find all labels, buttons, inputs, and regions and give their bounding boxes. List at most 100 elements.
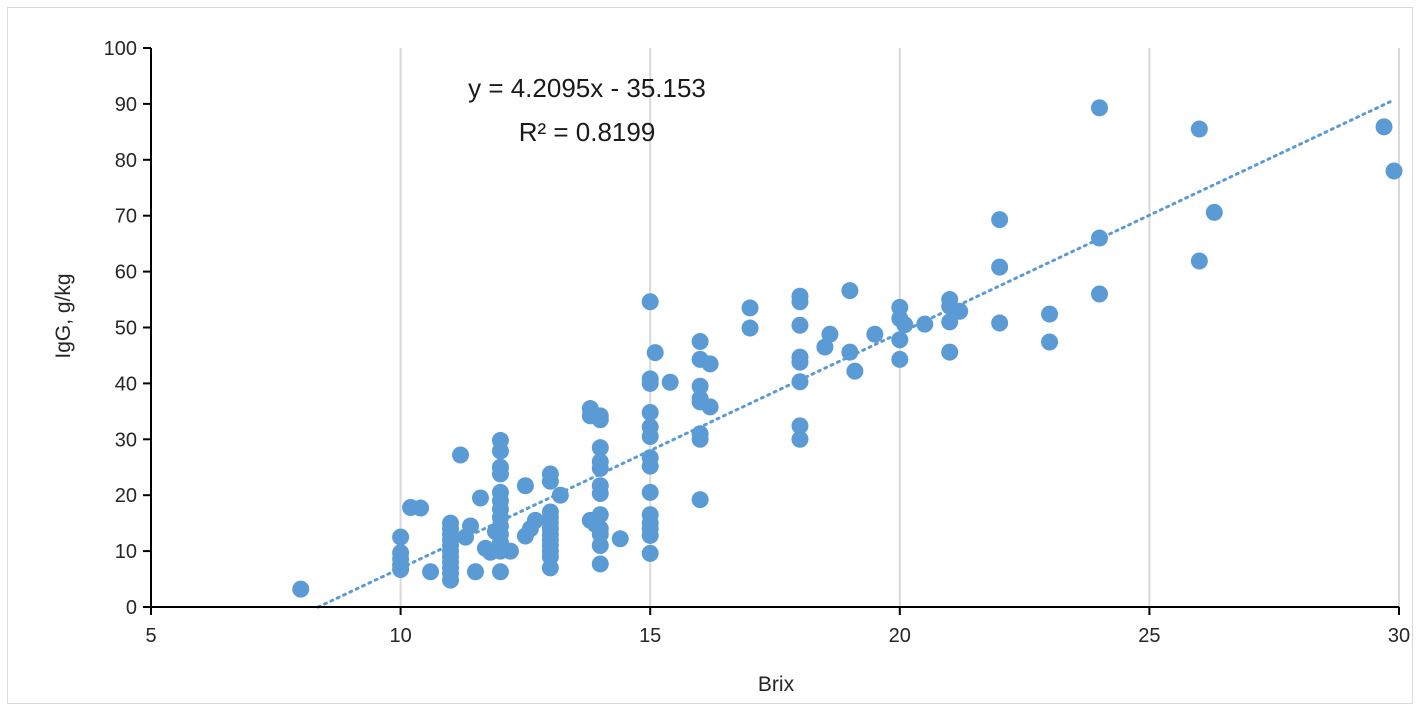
y-axis-title: IgG, g/kg (52, 273, 75, 358)
data-point-117 (866, 325, 884, 343)
data-point-47 (541, 472, 559, 490)
scatter-chart: 0 10 20 30 40 50 60 70 80 90 100 5 10 15 20 25 30 Brix I… (52, 38, 1411, 696)
data-point-101 (701, 398, 719, 416)
data-point-131 (991, 314, 1009, 332)
data-point-112 (816, 338, 834, 356)
data-point-136 (1090, 285, 1108, 303)
data-point-57 (541, 559, 559, 577)
y-tick-label-20: 20 (115, 485, 137, 507)
tick-labels: 0 10 20 30 40 50 60 70 80 90 100 5 10 15 20 25 30 (104, 38, 1411, 647)
data-point-108 (791, 353, 809, 371)
r-squared-label: R² = 0.8199 (519, 117, 656, 147)
data-point-132 (1041, 305, 1059, 323)
data-point-78 (641, 374, 659, 392)
x-tick-label-30: 30 (1388, 625, 1410, 647)
data-point-110 (791, 417, 809, 435)
data-point-91 (661, 373, 679, 391)
trendline-equation: y = 4.2095x - 35.153 (468, 73, 706, 103)
data-point-135 (1090, 229, 1108, 247)
data-point-121 (891, 350, 909, 368)
data-point-41 (501, 542, 519, 560)
data-point-100 (701, 355, 719, 373)
data-point-109 (791, 373, 809, 391)
data-point-126 (941, 313, 959, 331)
data-point-5 (392, 561, 410, 579)
data-point-24 (471, 489, 489, 507)
data-point-8 (422, 563, 440, 581)
x-axis-title: Brix (758, 673, 795, 696)
data-point-88 (641, 526, 659, 544)
y-tick-label-70: 70 (115, 206, 137, 228)
data-point-81 (641, 428, 659, 446)
y-tick-label-60: 60 (115, 262, 137, 284)
data-point-40 (491, 563, 509, 581)
data-point-1 (392, 528, 410, 546)
data-point-22 (461, 517, 479, 535)
data-point-102 (741, 299, 759, 317)
data-point-114 (841, 282, 859, 300)
y-tick-label-90: 90 (115, 94, 137, 116)
data-point-73 (591, 537, 609, 555)
y-tick-label-40: 40 (115, 373, 137, 395)
y-tick-label-30: 30 (115, 429, 137, 451)
x-tick-label-25: 25 (1138, 625, 1160, 647)
data-point-127 (941, 343, 959, 361)
data-point-74 (591, 555, 609, 573)
data-point-92 (691, 332, 709, 350)
data-point-141 (1385, 162, 1403, 180)
data-point-69 (591, 485, 609, 503)
data-point-103 (741, 319, 759, 337)
data-point-83 (641, 457, 659, 475)
data-point-64 (591, 411, 609, 429)
data-point-99 (691, 491, 709, 509)
data-point-115 (841, 343, 859, 361)
data-point-140 (1375, 118, 1393, 136)
data-point-31 (491, 465, 509, 483)
data-point-106 (791, 316, 809, 334)
data-point-67 (591, 459, 609, 477)
data-point-137 (1190, 120, 1208, 138)
data-point-75 (611, 530, 629, 548)
x-tick-label-15: 15 (639, 625, 661, 647)
data-point-120 (891, 331, 909, 349)
data-point-45 (526, 511, 544, 529)
data-point-89 (641, 544, 659, 562)
data-point-65 (591, 439, 609, 457)
data-point-128 (951, 302, 969, 320)
data-point-94 (691, 377, 709, 395)
data-point-84 (641, 483, 659, 501)
y-tick-label-0: 0 (126, 597, 137, 619)
data-point-105 (791, 293, 809, 311)
data-point-23 (466, 563, 484, 581)
axes (143, 47, 1400, 615)
data-point-129 (991, 211, 1009, 229)
data-point-79 (641, 403, 659, 421)
data-point-111 (791, 430, 809, 448)
y-tick-label-10: 10 (115, 541, 137, 563)
data-point-138 (1190, 252, 1208, 270)
y-tick-label-80: 80 (115, 150, 137, 172)
data-point-76 (641, 293, 659, 311)
data-point-42 (516, 477, 534, 495)
data-point-58 (551, 486, 569, 504)
data-point-134 (1090, 99, 1108, 117)
x-tick-label-5: 5 (145, 625, 156, 647)
data-point-7 (412, 499, 430, 517)
data-point-98 (691, 430, 709, 448)
data-point-19 (442, 571, 460, 589)
data-point-133 (1041, 333, 1059, 351)
data-point-70 (591, 506, 609, 524)
chart-area: 0 10 20 30 40 50 60 70 80 90 100 5 10 15 20 25 30 Brix I… (7, 7, 1413, 704)
data-point-90 (646, 344, 664, 362)
x-tick-label-20: 20 (889, 625, 911, 647)
data-point-0 (292, 580, 310, 598)
y-tick-label-100: 100 (104, 38, 137, 60)
data-point-122 (896, 316, 914, 334)
data-point-123 (916, 315, 934, 333)
data-point-116 (846, 362, 864, 380)
x-tick-label-10: 10 (389, 625, 411, 647)
data-point-20 (452, 446, 470, 464)
data-point-29 (491, 442, 509, 460)
data-point-113 (821, 325, 839, 343)
data-point-130 (991, 258, 1009, 276)
